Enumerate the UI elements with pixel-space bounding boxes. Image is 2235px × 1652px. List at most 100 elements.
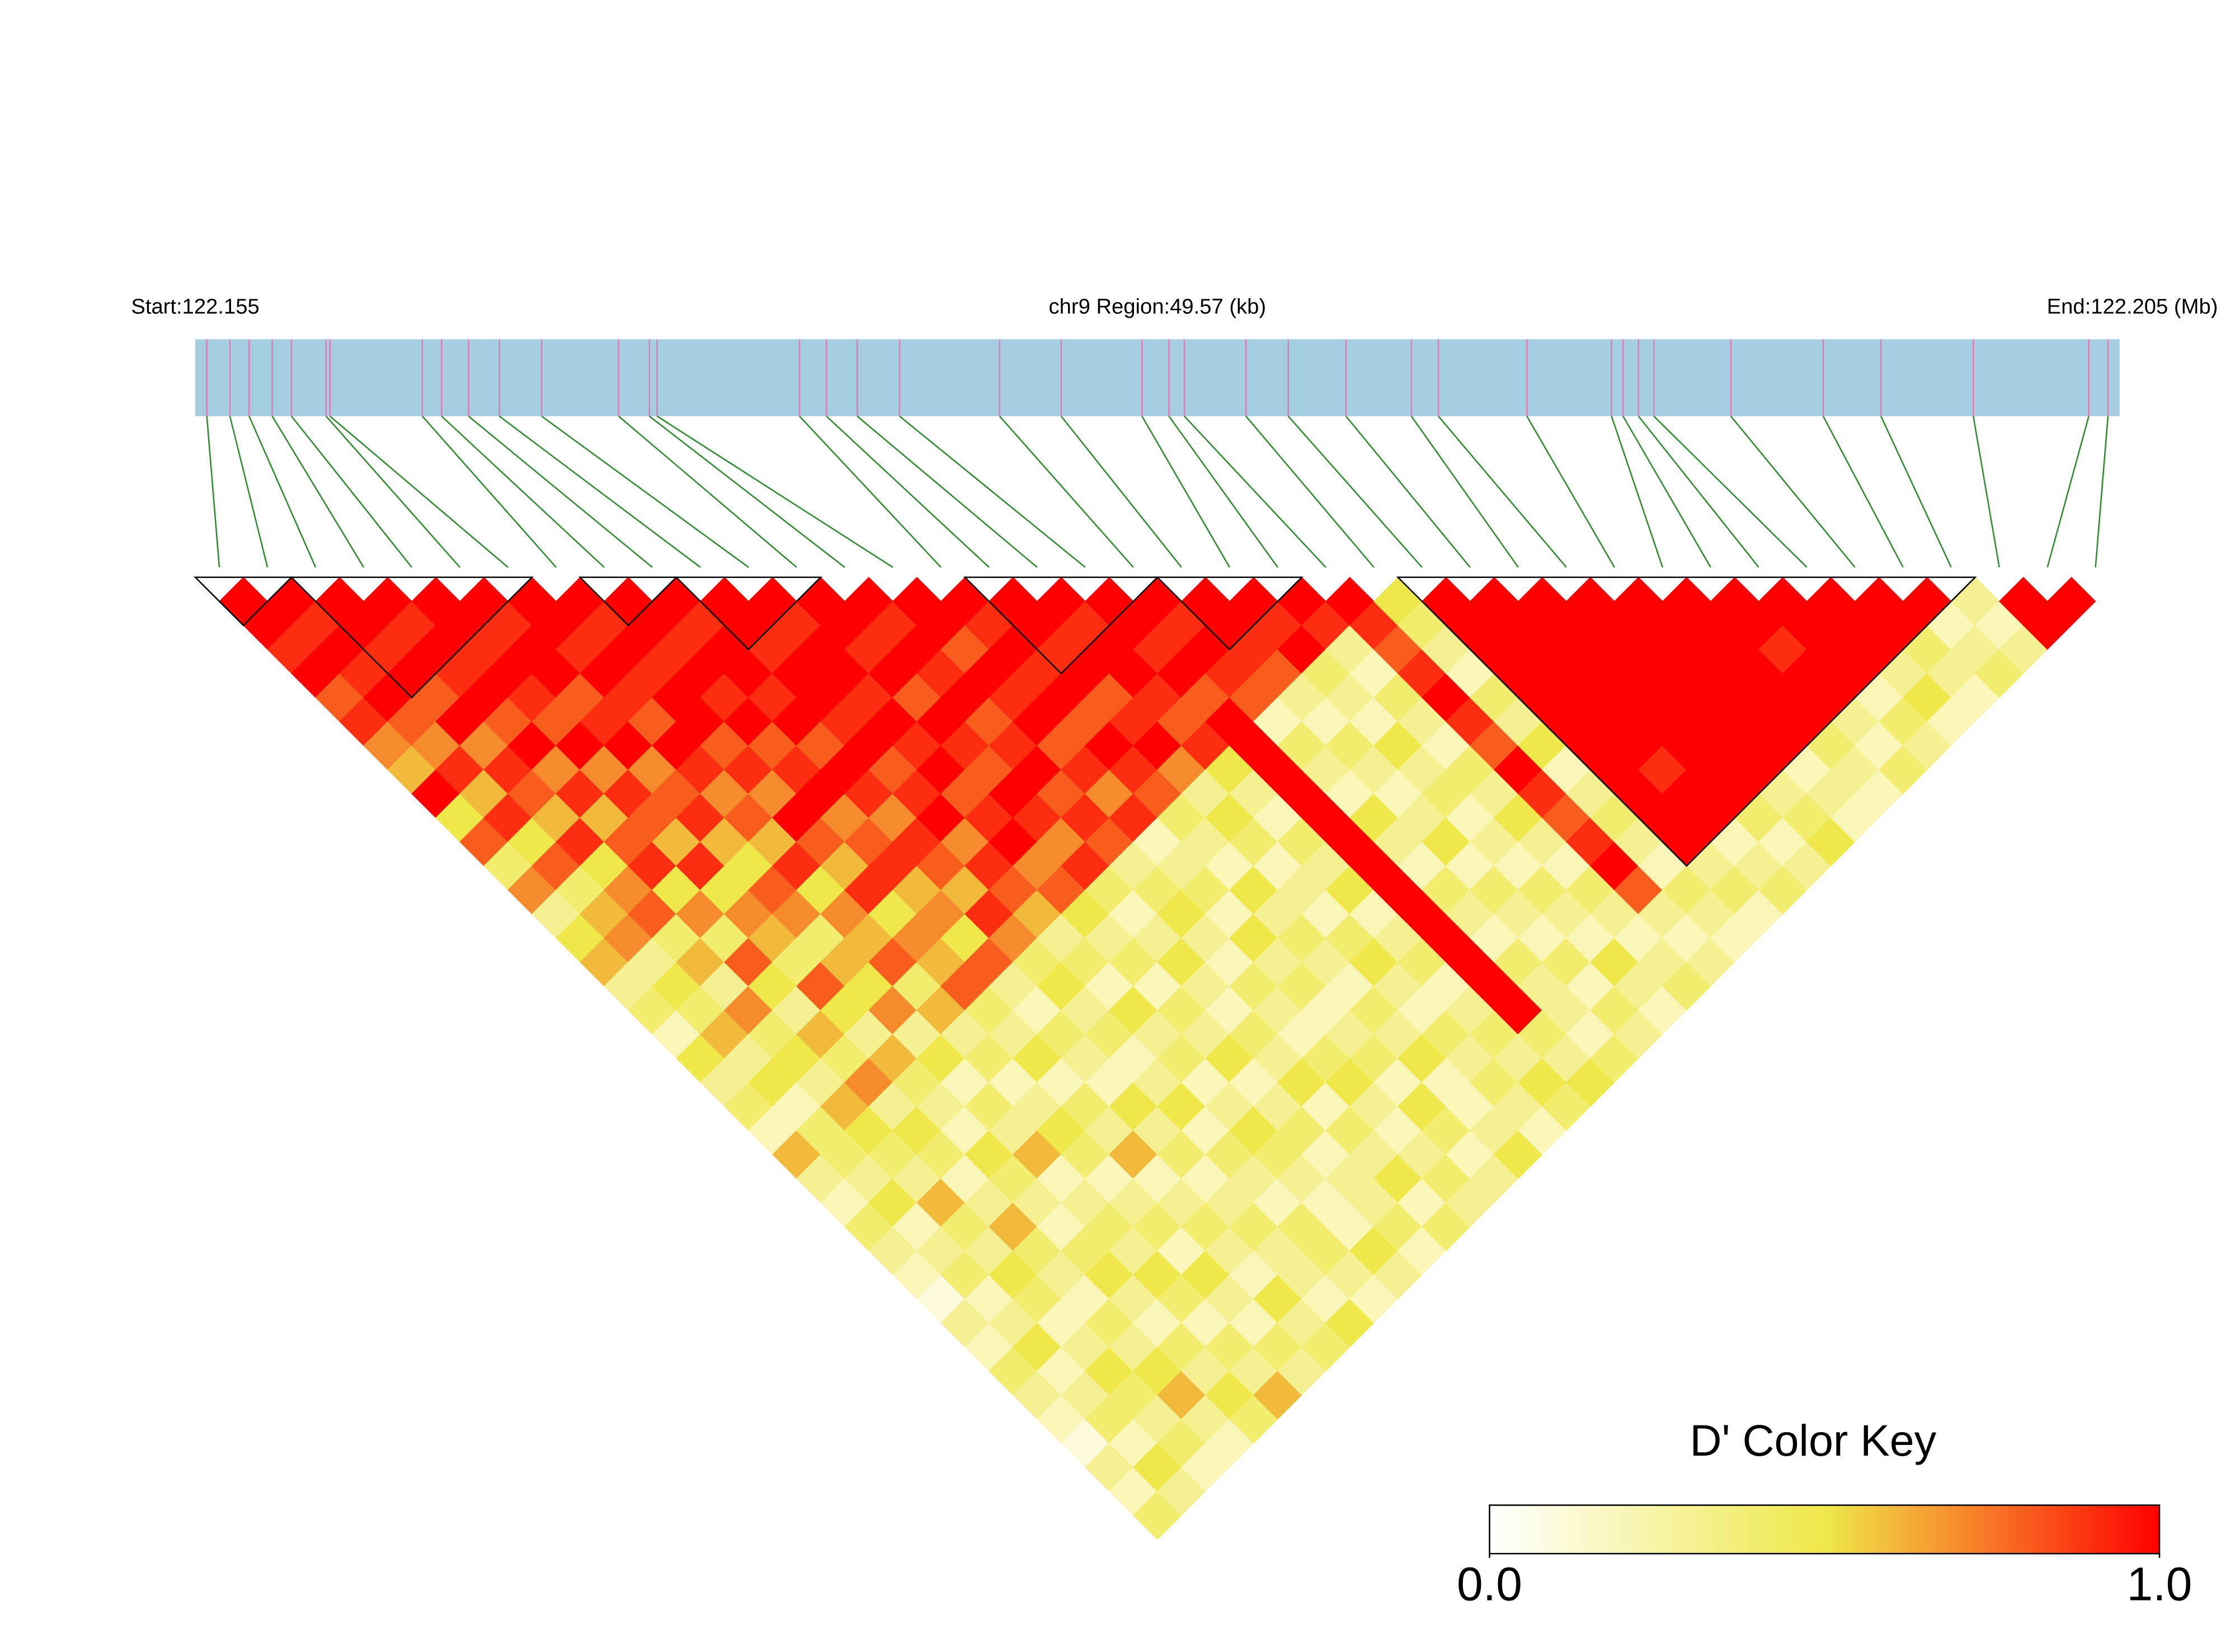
snp-connector bbox=[1438, 416, 1567, 568]
region-start-label: Start:122.155 bbox=[131, 294, 259, 318]
ld-cell bbox=[940, 673, 990, 722]
ld-cell bbox=[1758, 865, 1808, 915]
ld-cell bbox=[892, 673, 942, 722]
snp-connector bbox=[1972, 416, 2000, 568]
ld-cell bbox=[1013, 697, 1062, 746]
ld-cell bbox=[1422, 962, 1471, 1011]
ld-cell bbox=[1013, 1274, 1062, 1324]
ld-cell bbox=[1013, 649, 1062, 698]
snp-connector bbox=[799, 416, 942, 568]
snp-connector bbox=[999, 416, 1134, 568]
ld-cell bbox=[1422, 1202, 1471, 1251]
ld-block-outline bbox=[1396, 576, 1977, 867]
key-tick-label: 0.0 bbox=[1457, 1558, 1522, 1611]
ld-cell bbox=[1373, 625, 1423, 674]
snp-connector bbox=[1653, 416, 1808, 568]
ld-cell bbox=[1373, 577, 1423, 626]
ld-block-outline bbox=[1155, 576, 1304, 651]
ld-cell bbox=[989, 625, 1038, 674]
ld-cell bbox=[1422, 625, 1471, 674]
ld-cell bbox=[1205, 1274, 1254, 1324]
snp-connector bbox=[857, 416, 1038, 568]
ld-cell bbox=[1422, 914, 1471, 963]
snp-connector bbox=[1880, 416, 1952, 568]
ld-cell bbox=[1181, 673, 1230, 722]
ld-cell bbox=[989, 673, 1038, 722]
ld-cell bbox=[1422, 1154, 1471, 1203]
snp-connector bbox=[468, 416, 653, 568]
snp-connector bbox=[291, 416, 413, 568]
snp-connector bbox=[1245, 416, 1375, 568]
snp-connector bbox=[329, 416, 509, 568]
ld-block-outline bbox=[963, 576, 1159, 675]
snp-connector bbox=[1611, 416, 1663, 568]
color-key bbox=[1489, 1504, 2161, 1555]
snp-connector bbox=[1060, 416, 1182, 568]
ld-cell bbox=[1373, 673, 1423, 722]
ld-cell bbox=[1181, 1298, 1230, 1348]
snp-connector bbox=[618, 416, 797, 568]
snp-connector bbox=[206, 416, 220, 568]
region-end-label: End:122.205 (Mb) bbox=[2047, 294, 2218, 318]
ld-cell bbox=[700, 673, 749, 722]
snp-connector bbox=[899, 416, 1086, 568]
ld-cell bbox=[1422, 817, 1471, 867]
snp-connector bbox=[1526, 416, 1615, 568]
ld-cell bbox=[1422, 577, 1471, 626]
ld-cell bbox=[1565, 1058, 1615, 1107]
ld-cell bbox=[1398, 649, 1447, 698]
snp-connector bbox=[1730, 416, 1856, 568]
ld-cell bbox=[1422, 673, 1471, 722]
snp-connector bbox=[421, 416, 557, 568]
ld-cell bbox=[820, 697, 869, 746]
ld-block-outline bbox=[289, 576, 534, 699]
snp-connector bbox=[541, 415, 749, 568]
ld-cell bbox=[1662, 962, 1711, 1011]
snp-connector bbox=[1168, 416, 1278, 568]
ld-cell bbox=[1157, 697, 1206, 746]
ld-cell bbox=[1157, 1274, 1206, 1324]
ld-cell bbox=[1181, 625, 1230, 674]
ld-cell bbox=[1422, 769, 1471, 818]
ld-cell bbox=[1422, 1010, 1471, 1059]
ld-cell bbox=[1349, 1274, 1399, 1324]
ld-cell bbox=[892, 577, 942, 626]
ld-cell bbox=[940, 625, 990, 674]
snp-connector bbox=[656, 415, 893, 568]
snp-connector bbox=[441, 416, 605, 568]
ld-block-outline bbox=[674, 576, 822, 651]
snp-connector bbox=[826, 416, 990, 568]
snp-connector bbox=[229, 416, 269, 568]
ld-block-outline bbox=[578, 576, 679, 627]
snp-connector bbox=[2046, 416, 2090, 568]
ld-cell bbox=[1422, 1058, 1471, 1107]
ld-cell bbox=[1157, 649, 1206, 698]
ld-cell bbox=[940, 577, 990, 626]
snp-connector bbox=[248, 416, 317, 568]
snp-connector bbox=[1638, 416, 1759, 568]
ld-cell bbox=[267, 625, 316, 674]
ld-cell bbox=[1541, 1082, 1591, 1131]
ld-cell bbox=[1854, 769, 1904, 818]
ld-cell bbox=[1205, 601, 1254, 650]
heatmap bbox=[219, 577, 2096, 1540]
snp-connector bbox=[1622, 416, 1711, 568]
ld-cell bbox=[1422, 721, 1471, 770]
key-tick-label: 1.0 bbox=[2127, 1558, 2192, 1611]
ld-cell bbox=[892, 625, 942, 674]
ld-cell bbox=[820, 649, 869, 698]
snp-connector bbox=[1345, 416, 1471, 568]
snp-connector bbox=[271, 416, 365, 568]
key-title: D' Color Key bbox=[1690, 1416, 1936, 1465]
snp-connector bbox=[1184, 416, 1326, 568]
ld-cell bbox=[1157, 1466, 1206, 1516]
ld-cell bbox=[700, 625, 749, 674]
ld-cell bbox=[724, 697, 773, 746]
ld-cell bbox=[1638, 986, 1687, 1035]
region-label: chr9 Region:49.57 (kb) bbox=[1049, 294, 1267, 318]
ld-cell bbox=[796, 577, 845, 626]
snp-connector bbox=[498, 415, 701, 568]
ld-cell bbox=[1253, 649, 1302, 698]
snp-connector bbox=[649, 415, 845, 568]
